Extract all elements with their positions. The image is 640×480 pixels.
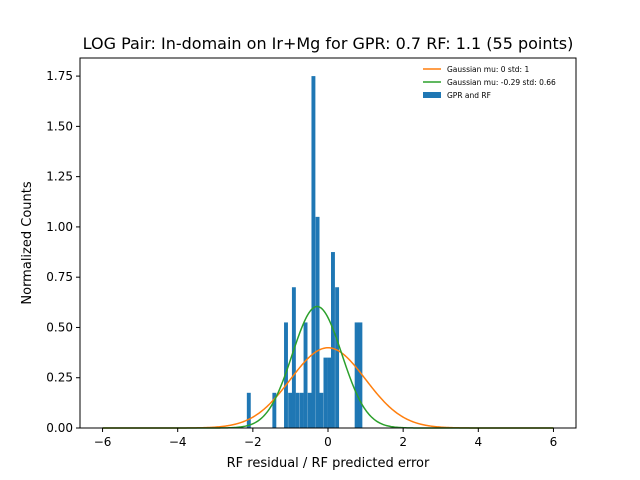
x-tick-label: −6 (94, 435, 112, 449)
x-tick-label: 4 (474, 435, 482, 449)
chart-title: LOG Pair: In-domain on Ir+Mg for GPR: 0.… (83, 34, 574, 53)
histogram-bar (272, 392, 277, 428)
y-tick-label: 0.25 (46, 371, 73, 385)
y-axis-label: Normalized Counts (20, 181, 35, 304)
histogram-bar (303, 322, 308, 428)
histogram-bar (246, 392, 251, 428)
histogram-bar (331, 252, 335, 428)
legend-label: GPR and RF (447, 91, 491, 100)
histogram-bar (354, 322, 359, 428)
histogram-bar (307, 392, 312, 428)
histogram-bar (335, 287, 340, 428)
y-tick-label: 0.50 (46, 320, 73, 334)
legend-label: Gaussian mu: 0 std: 1 (447, 65, 529, 74)
histogram-bar (299, 392, 304, 428)
histogram-bars (246, 76, 363, 428)
x-axis-label: RF residual / RF predicted error (227, 456, 430, 471)
histogram-bar (295, 392, 300, 428)
x-tick-label: 0 (324, 435, 332, 449)
x-tick-label: 2 (399, 435, 407, 449)
histogram-bar (291, 287, 296, 428)
y-tick-label: 0.75 (46, 270, 73, 284)
x-tick-label: −4 (169, 435, 187, 449)
x-axis-ticks: −6 −4 −2 0 2 4 6 (94, 428, 558, 449)
y-axis-ticks: 0.00 0.25 0.50 0.75 1.00 1.25 1.50 1.75 (46, 69, 80, 435)
histogram-bar (315, 216, 320, 428)
histogram-bar (323, 357, 328, 428)
histogram-bar (358, 322, 363, 428)
histogram-bar (311, 76, 316, 428)
histogram-bar (288, 392, 293, 428)
histogram-bar (327, 357, 332, 428)
y-tick-label: 1.00 (46, 220, 73, 234)
legend: Gaussian mu: 0 std: 1 Gaussian mu: -0.29 … (423, 65, 556, 100)
y-tick-label: 0.00 (46, 421, 73, 435)
x-tick-label: 6 (550, 435, 558, 449)
x-tick-label: −2 (244, 435, 262, 449)
histogram-bar (319, 392, 324, 428)
y-tick-label: 1.25 (46, 170, 73, 184)
y-tick-label: 1.50 (46, 119, 73, 133)
histogram-bar (284, 322, 288, 428)
legend-swatch (423, 92, 441, 98)
y-tick-label: 1.75 (46, 69, 73, 83)
legend-label: Gaussian mu: -0.29 std: 0.66 (447, 78, 556, 87)
